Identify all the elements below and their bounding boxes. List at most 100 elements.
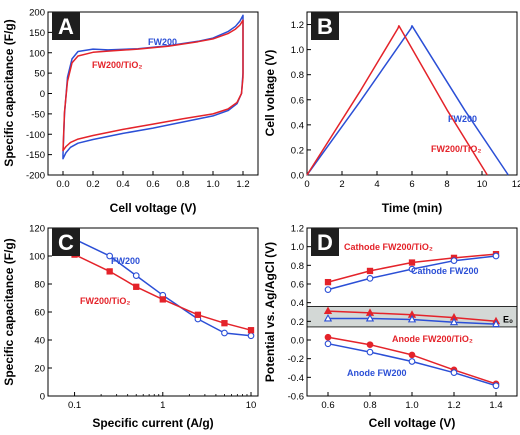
series-d-1 (324, 252, 500, 293)
series-d-5 (324, 340, 500, 390)
series-b-0 (306, 25, 509, 176)
y-tick-label: -200 (26, 171, 45, 182)
e0-label: E₀ (503, 315, 513, 325)
y-tick-label: -50 (31, 109, 45, 120)
x-tick-label: 8 (444, 179, 449, 190)
y-tick-label: 0.2 (291, 317, 304, 328)
y-tick-label: 20 (34, 364, 45, 375)
data-point (408, 259, 416, 266)
x-tick-label: 0.8 (176, 179, 189, 190)
series-label: Cathode FW200/TiO₂ (344, 242, 433, 252)
x-tick-label: 6 (409, 179, 414, 190)
data-point (450, 369, 458, 377)
y-tick-label: 0.4 (291, 120, 304, 131)
series-b-1 (306, 25, 488, 176)
series-label: Anode FW200/TiO₂ (392, 334, 473, 344)
chart-panel-a: 0.0 0.2 0.4 0.6 0.8 1.0 1.2 -200 -150 -100 -50 0 50 1… (2, 8, 259, 215)
y-tick-label: 0.6 (291, 280, 304, 291)
y-axis-label: Cell voltage (V) (263, 50, 277, 137)
chart-panel-d: E₀ 0.6 0.8 1.0 1.2 1.4 -0.6 -0.4 -0.2 0.0 0.2 0.4 0.… (263, 224, 518, 430)
data-point (491, 319, 501, 328)
x-axis-label: Time (min) (382, 201, 442, 215)
x-tick-label: 1.2 (236, 179, 249, 190)
panel-label: B (317, 14, 333, 39)
y-tick-label: 80 (34, 280, 45, 291)
data-point (106, 268, 113, 275)
series-line (62, 19, 244, 152)
y-tick-label: -0.6 (288, 392, 304, 403)
data-point (324, 333, 332, 341)
x-tick-label: 2 (339, 179, 344, 190)
y-tick-label: 150 (29, 28, 45, 39)
series-line (306, 25, 509, 176)
data-point (450, 257, 458, 265)
y-tick-label: 0 (40, 89, 45, 100)
data-point (408, 358, 416, 365)
data-point (366, 275, 374, 282)
series-label: Anode FW200 (347, 368, 407, 378)
x-tick-label: 1.0 (405, 400, 418, 411)
series-label: FW200 (148, 37, 177, 47)
x-axis-label: Cell voltage (V) (110, 201, 197, 215)
series-d-3 (323, 313, 501, 328)
x-tick-label: 0 (304, 179, 309, 190)
y-tick-label: 100 (29, 252, 45, 263)
y-tick-label: -150 (26, 150, 45, 161)
data-point (408, 265, 416, 273)
panel-label-box (311, 12, 339, 40)
panel-label: A (58, 14, 74, 39)
data-point (323, 306, 333, 315)
data-point (492, 382, 500, 390)
data-point (324, 278, 332, 286)
y-tick-label: 0 (40, 392, 45, 403)
data-point (366, 348, 374, 356)
panel-label: D (317, 230, 333, 255)
x-tick-label: 0.0 (56, 179, 69, 190)
panel-label-box (311, 228, 339, 256)
series-label: FW200/TiO₂ (431, 144, 481, 154)
x-tick-label: 4 (374, 179, 379, 190)
data-point (366, 341, 374, 349)
y-axis-label: Specific capacitance (F/g) (2, 19, 16, 166)
data-point (247, 332, 255, 340)
y-tick-label: 0.4 (291, 298, 304, 309)
y-tick-label: 100 (29, 48, 45, 59)
x-tick-label: 0.4 (116, 179, 129, 190)
y-tick-label: -100 (26, 130, 45, 141)
data-point (449, 317, 459, 326)
panel-label: C (58, 230, 74, 255)
y-tick-label: 50 (34, 69, 45, 80)
series-label: FW200 (448, 114, 477, 124)
x-tick-label: 0.8 (363, 400, 376, 411)
series-label: FW200 (111, 256, 140, 266)
x-axis-label: Specific current (A/g) (92, 416, 213, 430)
y-tick-label: -0.4 (288, 373, 304, 384)
y-tick-label: 0.0 (291, 336, 304, 347)
series-label: Cathode FW200 (411, 266, 479, 276)
y-axis-label: Potential vs. Ag/AgCl (V) (263, 242, 277, 382)
x-tick-label: 0.6 (321, 400, 334, 411)
data-point (247, 327, 255, 334)
x-tick-label: 1.2 (447, 400, 460, 411)
y-tick-label: 0.0 (291, 171, 304, 182)
y-tick-label: 1.0 (291, 45, 304, 56)
y-tick-label: 0.8 (291, 70, 304, 81)
data-point (407, 314, 417, 323)
y-tick-label: 40 (34, 336, 45, 347)
x-axis-label: Cell voltage (V) (369, 416, 456, 430)
x-tick-label: 1.0 (206, 179, 219, 190)
x-tick-label: 1 (160, 400, 165, 411)
panel-label-box (52, 228, 80, 256)
data-point (221, 329, 228, 337)
y-tick-label: 0.8 (291, 261, 304, 272)
series-a-1 (62, 19, 244, 152)
data-point (323, 313, 333, 322)
data-point (132, 272, 140, 279)
panel-label-box (52, 12, 80, 40)
x-tick-label: 0.2 (86, 179, 99, 190)
data-point (366, 267, 374, 275)
x-tick-label: 0.1 (68, 400, 81, 411)
y-tick-label: -0.2 (288, 354, 304, 365)
